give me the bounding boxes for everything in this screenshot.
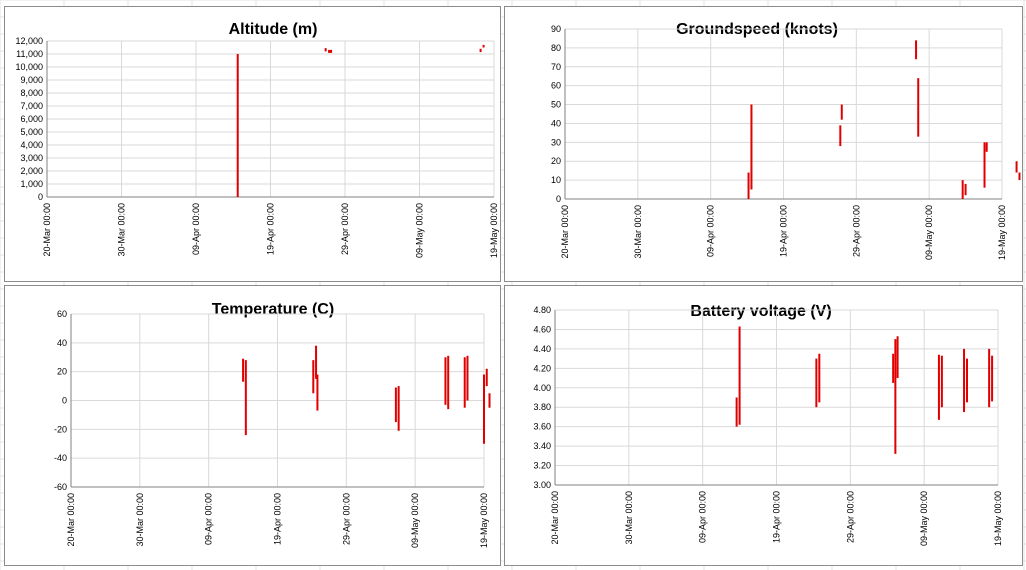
y-tick-label: 3.40: [533, 441, 551, 451]
y-tick-label: 60: [57, 309, 67, 319]
x-tick-label: 09-Apr 00:00: [698, 491, 708, 543]
battery-voltage-chart[interactable]: Battery voltage (V) 3.00 3.20 3.40 3.60 3.80 4…: [504, 285, 1023, 566]
x-tick-label: 30-Mar 00:00: [135, 493, 145, 547]
x-tick-label: 19-May 00:00: [993, 491, 1003, 546]
y-tick-label: 20: [551, 156, 561, 166]
temperature-chart[interactable]: Temperature (C) -60 -40 -20 0 20 40 60 20-Mar 00…: [4, 285, 501, 566]
x-tick-label: 09-May 00:00: [919, 491, 929, 546]
altitude-plot: Altitude (m) 0 1,000 2,000 3,000 4,000 5,000 6,…: [15, 21, 499, 258]
y-tick-label: 10,000: [15, 62, 43, 72]
y-tick-label: 40: [57, 338, 67, 348]
x-tick-label: 30-Mar 00:00: [624, 491, 634, 545]
data-segment: [328, 49, 333, 53]
chart-title: Altitude (m): [229, 21, 318, 38]
x-tick-label: 09-May 00:00: [415, 203, 425, 258]
battery-voltage-plot: Battery voltage (V) 3.00 3.20 3.40 3.60 3.80 4…: [533, 303, 1003, 546]
x-tick-label: 20-Mar 00:00: [66, 493, 76, 547]
y-tick-label: 3.60: [533, 422, 551, 432]
y-tick-label: 0: [62, 396, 67, 406]
y-tick-label: 1,000: [20, 179, 43, 189]
y-tick-label: 0: [38, 192, 43, 202]
y-tick-label: 5,000: [20, 127, 43, 137]
y-tick-label: 12,000: [15, 36, 43, 46]
y-tick-label: -60: [54, 482, 67, 492]
groundspeed-chart[interactable]: Groundspeed (knots) 0 10 20 30 40 50 60 70 80 90 20…: [504, 6, 1023, 282]
x-tick-label: 20-Mar 00:00: [560, 205, 570, 259]
x-tick-label: 20-Mar 00:00: [550, 491, 560, 545]
y-tick-label: 40: [551, 118, 561, 128]
y-tick-label: 3.20: [533, 461, 551, 471]
x-tick-label: 09-Apr 00:00: [706, 205, 716, 257]
y-tick-label: 4.80: [533, 305, 551, 315]
x-tick-label: 20-Mar 00:00: [42, 203, 52, 257]
y-tick-label: 3.80: [533, 402, 551, 412]
y-tick-label: 4.60: [533, 324, 551, 334]
chart-title: Battery voltage (V): [690, 303, 831, 320]
x-tick-label: 19-May 00:00: [489, 203, 499, 258]
y-tick-label: 4,000: [20, 140, 43, 150]
y-tick-label: 70: [551, 62, 561, 72]
x-tick-label: 30-Mar 00:00: [633, 205, 643, 259]
x-tick-label: 19-Apr 00:00: [273, 493, 283, 545]
y-tick-label: 11,000: [16, 49, 43, 59]
y-tick-label: 4.20: [533, 363, 551, 373]
x-tick-label: 19-Apr 00:00: [772, 491, 782, 543]
y-tick-label: 6,000: [20, 114, 43, 124]
x-tick-label: 29-Apr 00:00: [845, 491, 855, 543]
x-tick-label: 09-May 00:00: [924, 205, 934, 260]
x-tick-label: 09-May 00:00: [410, 493, 420, 548]
altitude-chart[interactable]: Altitude (m) 0 1,000 2,000 3,000 4,000 5,000 6,…: [4, 6, 501, 282]
y-tick-label: 4.00: [533, 383, 551, 393]
x-tick-label: 19-Apr 00:00: [779, 205, 789, 257]
y-tick-label: 8,000: [20, 88, 43, 98]
x-tick-label: 19-Apr 00:00: [266, 203, 276, 255]
y-tick-label: 0: [556, 194, 561, 204]
y-tick-label: 2,000: [20, 166, 43, 176]
y-tick-label: 10: [551, 175, 561, 185]
chart-title: Temperature (C): [212, 301, 334, 318]
groundspeed-plot: Groundspeed (knots)010203040506070809020…: [551, 21, 1021, 260]
y-tick-label: 80: [551, 43, 561, 53]
y-tick-label: 7,000: [20, 101, 43, 111]
y-tick-label: 50: [551, 100, 561, 110]
y-tick-label: 3.00: [533, 480, 551, 490]
y-tick-label: -20: [54, 424, 67, 434]
x-tick-label: 29-Apr 00:00: [341, 493, 351, 545]
y-tick-label: 20: [57, 367, 67, 377]
x-tick-label: 29-Apr 00:00: [851, 205, 861, 257]
x-tick-label: 30-Mar 00:00: [117, 203, 127, 257]
x-tick-label: 19-May 00:00: [997, 205, 1007, 260]
y-tick-label: 4.40: [533, 344, 551, 354]
y-tick-label: 3,000: [20, 153, 43, 163]
y-tick-label: 60: [551, 81, 561, 91]
y-tick-label: 90: [551, 24, 561, 34]
y-tick-label: 9,000: [20, 75, 43, 85]
x-tick-label: 09-Apr 00:00: [191, 203, 201, 255]
x-tick-label: 19-May 00:00: [479, 493, 489, 548]
x-tick-label: 09-Apr 00:00: [204, 493, 214, 545]
temperature-plot: Temperature (C) -60 -40 -20 0 20 40 60 20-Mar 00…: [54, 301, 491, 548]
x-tick-label: 29-Apr 00:00: [340, 203, 350, 255]
y-tick-label: 30: [551, 137, 561, 147]
y-tick-label: -40: [54, 453, 67, 463]
